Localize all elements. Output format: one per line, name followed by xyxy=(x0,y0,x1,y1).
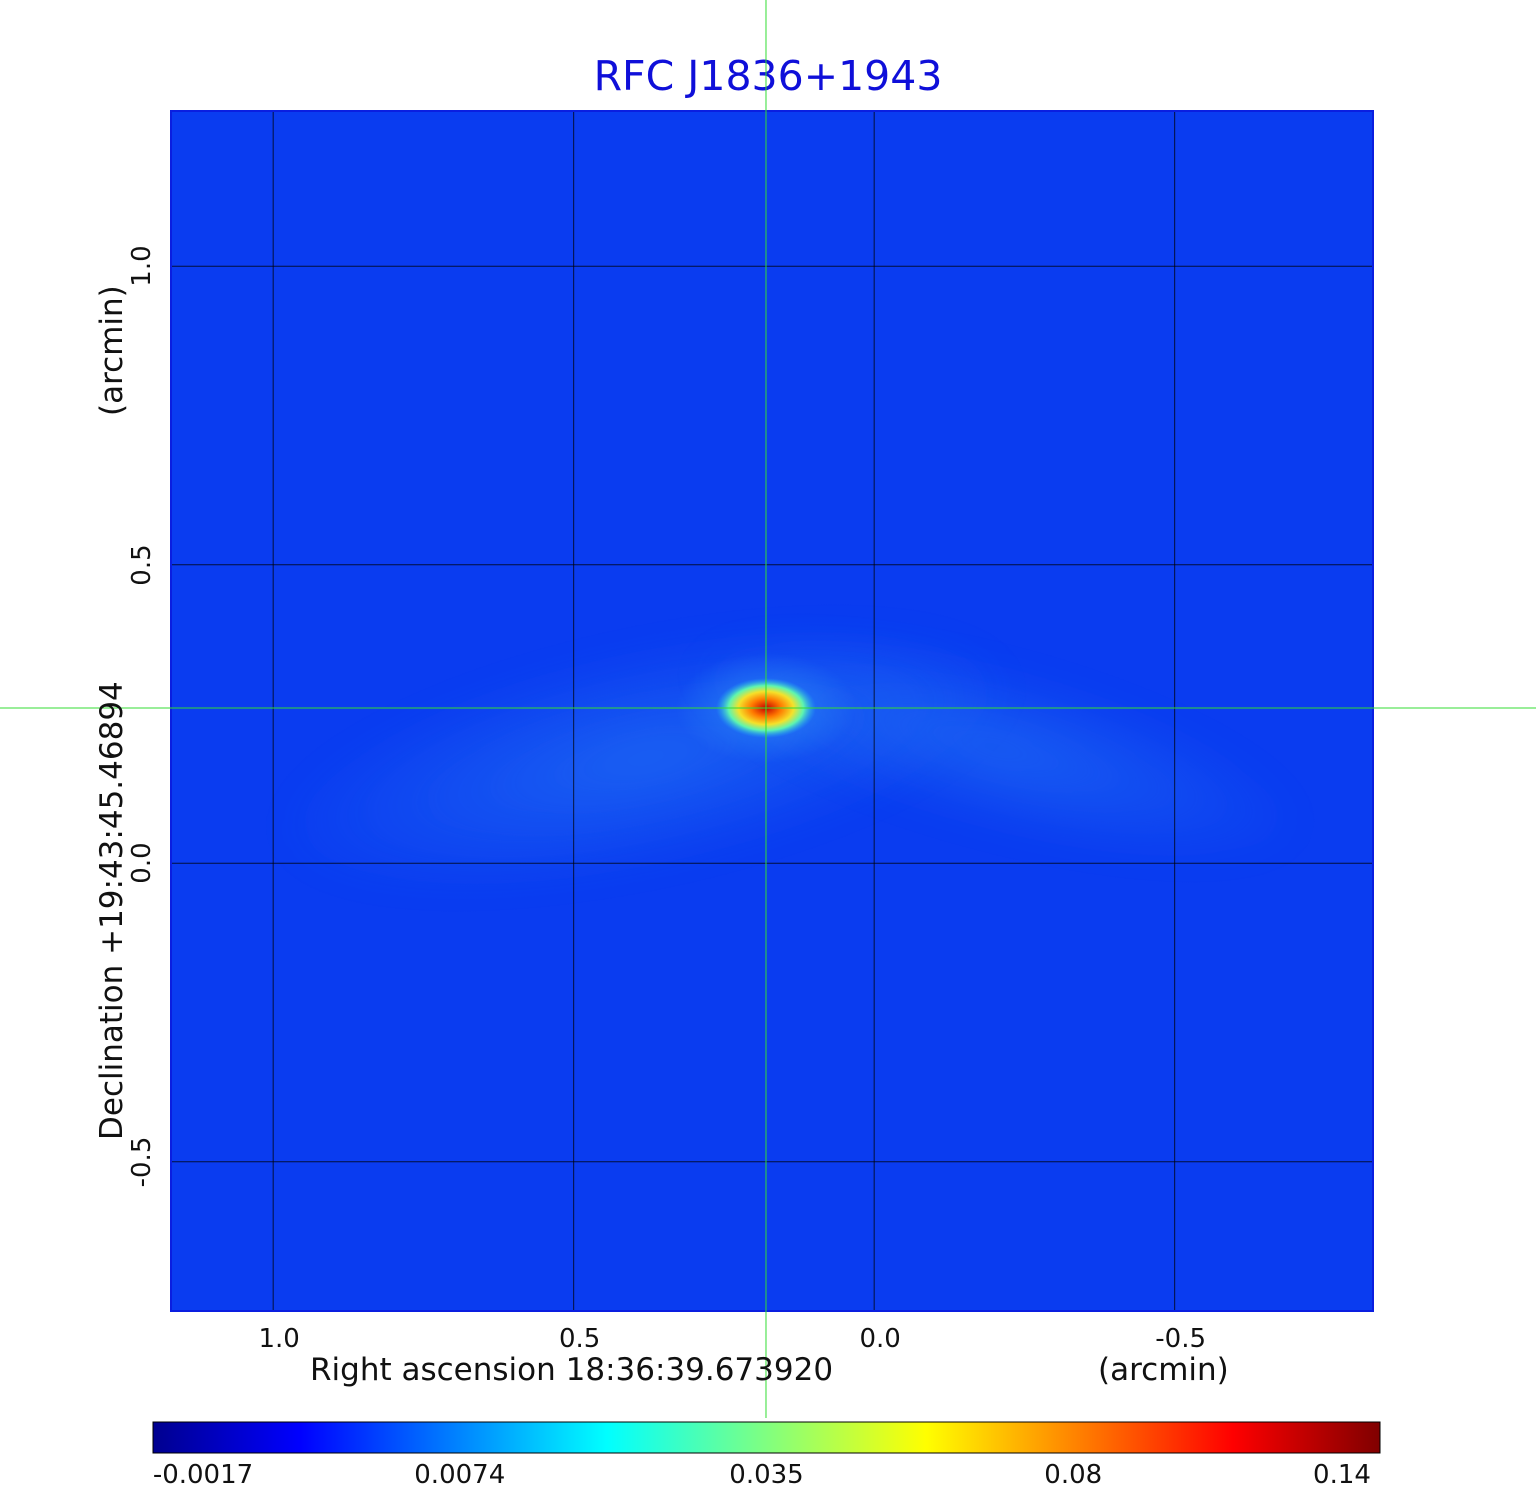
y-axis-unit: (arcmin) xyxy=(94,285,130,416)
x-axis-unit: (arcmin) xyxy=(1098,1352,1229,1388)
y-tick-label: -0.5 xyxy=(127,1136,157,1188)
y-axis-label: Declination +19:43:45.46894 xyxy=(94,681,130,1140)
y-tick-label: 0.5 xyxy=(127,544,157,586)
x-tick-label: 0.5 xyxy=(558,1324,601,1354)
colorbar-tick-label: 0.08 xyxy=(1044,1460,1103,1490)
colorbar-tick-label: -0.0017 xyxy=(152,1460,254,1490)
colorbar-tick-label: 0.0074 xyxy=(414,1460,506,1490)
x-tick-label: -0.5 xyxy=(1155,1324,1207,1354)
plot-frame xyxy=(170,110,1374,1312)
colorbar-tick-label: 0.035 xyxy=(729,1460,804,1490)
chart-title: RFC J1836+1943 xyxy=(593,52,943,100)
y-tick-label: 0.0 xyxy=(127,842,157,884)
colorbar xyxy=(152,1421,1381,1454)
x-tick-label: 0.0 xyxy=(859,1324,901,1354)
colorbar-tick-label: 0.14 xyxy=(1313,1460,1371,1490)
x-axis-label: Right ascension 18:36:39.673920 xyxy=(310,1352,834,1388)
x-tick-label: 1.0 xyxy=(258,1324,300,1354)
y-tick-label: 1.0 xyxy=(127,245,157,287)
